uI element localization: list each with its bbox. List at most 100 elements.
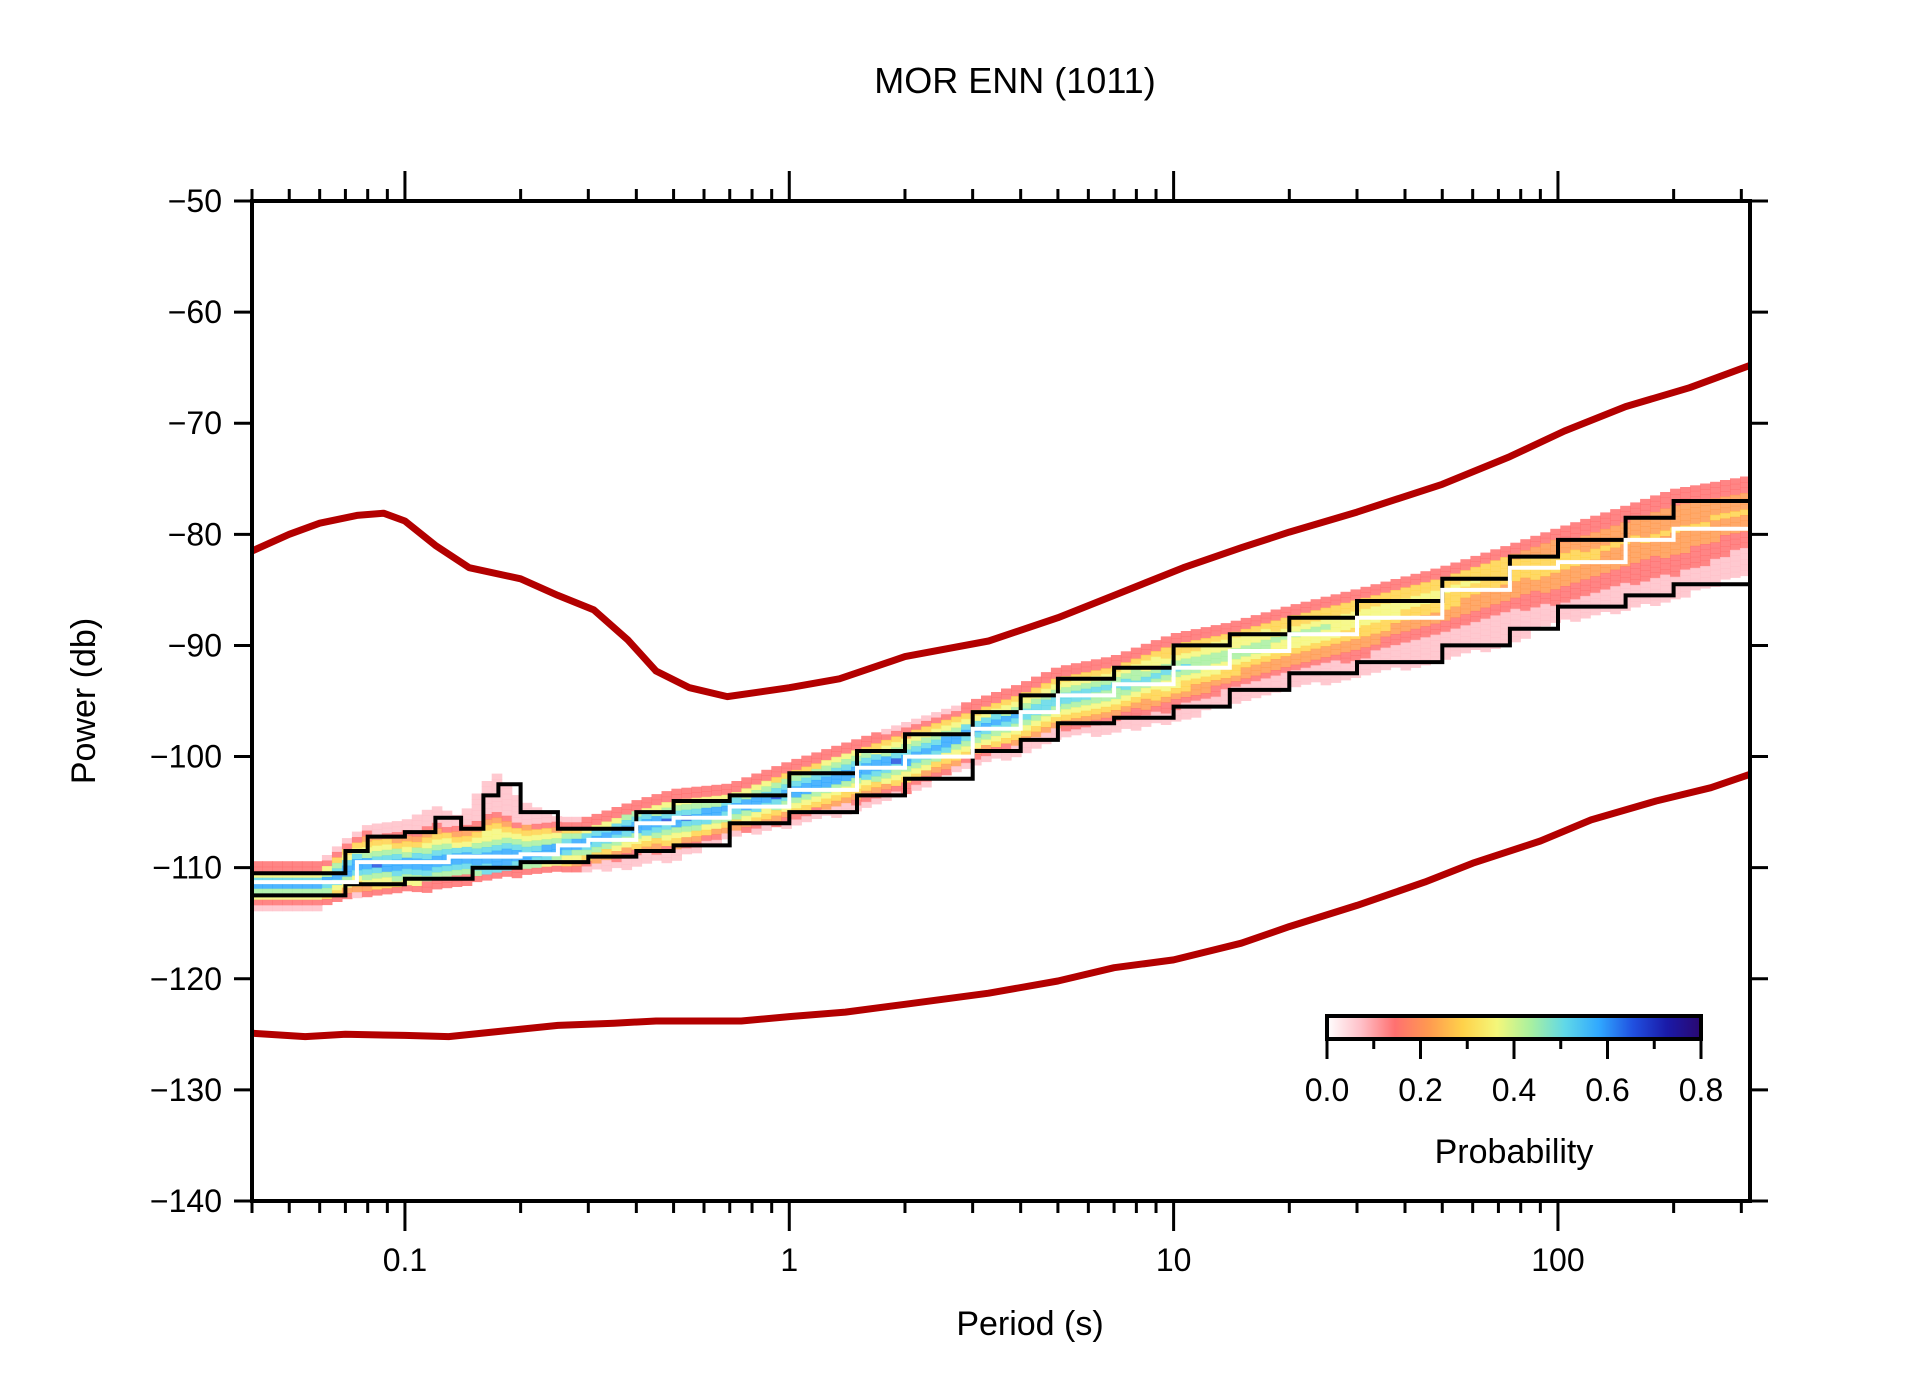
density-cell — [1300, 645, 1312, 652]
density-cell — [461, 841, 473, 848]
density-cell — [471, 815, 483, 822]
density-cell — [1040, 683, 1052, 690]
density-cell — [401, 824, 413, 831]
density-cell — [1190, 695, 1202, 702]
density-cell — [1720, 513, 1731, 520]
density-cell — [511, 855, 523, 862]
density-cell — [1720, 557, 1731, 564]
density-cell — [331, 862, 343, 869]
density-cell — [691, 847, 702, 854]
density-cell — [1001, 721, 1012, 728]
density-cell — [891, 758, 902, 765]
density-cell — [1390, 617, 1402, 624]
density-cell — [1410, 650, 1422, 657]
density-cell — [1640, 504, 1651, 511]
density-cell — [1160, 647, 1172, 654]
density-cell — [1340, 619, 1352, 626]
density-cell — [1090, 670, 1102, 677]
density-cell — [1650, 533, 1661, 540]
density-cell — [1580, 606, 1591, 613]
density-cell — [1330, 599, 1342, 606]
density-cell — [531, 867, 543, 874]
density-cell — [1680, 536, 1691, 543]
density-cell — [1230, 675, 1242, 682]
density-cell — [401, 885, 413, 892]
density-cell — [1140, 709, 1152, 716]
density-cell — [1390, 601, 1402, 608]
density-cell — [1500, 562, 1511, 569]
density-cell — [1450, 634, 1461, 641]
density-cell — [1640, 564, 1651, 571]
density-cell — [491, 867, 503, 874]
density-cell — [541, 817, 553, 824]
density-cell — [931, 717, 942, 724]
density-cell — [1690, 562, 1701, 569]
density-cell — [1390, 606, 1402, 613]
density-cell — [691, 819, 702, 826]
density-cell — [1400, 581, 1412, 588]
density-cell — [751, 801, 762, 808]
density-cell — [1550, 556, 1561, 563]
density-cell — [1450, 584, 1461, 591]
density-cell — [801, 805, 812, 812]
density-cell — [891, 730, 902, 737]
density-cell — [541, 822, 553, 829]
density-cell — [371, 845, 383, 852]
density-cell — [1400, 636, 1412, 643]
density-cell — [1100, 657, 1112, 664]
density-cell — [501, 859, 513, 866]
density-cell — [571, 866, 583, 873]
density-cell — [252, 866, 263, 873]
density-cell — [1080, 661, 1092, 668]
density-cell — [961, 702, 972, 709]
density-cell — [1250, 642, 1262, 649]
density-cell — [1520, 550, 1531, 557]
density-cell — [1150, 684, 1162, 691]
density-cell — [1210, 647, 1222, 654]
y-tick-label: −80 — [168, 516, 222, 552]
density-cell — [1500, 628, 1511, 635]
density-cell — [291, 888, 303, 895]
density-cell — [1660, 497, 1671, 504]
density-cell — [521, 824, 533, 831]
density-cell — [1360, 669, 1372, 676]
density-cell — [1690, 485, 1701, 492]
density-cell — [501, 870, 513, 877]
density-cell — [1250, 664, 1262, 671]
density-cell — [431, 833, 443, 840]
density-cell — [1450, 590, 1461, 597]
density-cell — [1530, 596, 1541, 603]
density-cell — [841, 792, 852, 799]
density-cell — [1060, 731, 1072, 738]
density-cell — [1390, 645, 1402, 652]
density-cell — [481, 786, 493, 793]
density-cell — [1150, 662, 1162, 669]
density-cell — [1560, 580, 1571, 587]
density-cell — [1390, 650, 1402, 657]
curve-layer — [252, 361, 1750, 1041]
density-cell — [581, 816, 593, 823]
density-cell — [1240, 656, 1252, 663]
density-cell — [371, 862, 383, 869]
density-cell — [381, 844, 393, 851]
density-cell — [311, 861, 323, 868]
density-cell — [1031, 698, 1042, 705]
density-cell — [1640, 526, 1651, 533]
density-cell — [1650, 495, 1661, 502]
density-cell — [321, 866, 333, 873]
density-cell — [1540, 532, 1551, 539]
density-cell — [1240, 683, 1252, 690]
density-cell — [1420, 576, 1431, 583]
density-cell — [1560, 525, 1571, 532]
density-cell — [1450, 628, 1461, 635]
density-cell — [1510, 597, 1521, 604]
density-cell — [1120, 700, 1132, 707]
density-cell — [981, 701, 992, 708]
density-cell — [711, 823, 722, 830]
density-cell — [1260, 639, 1272, 646]
density-cell — [1021, 747, 1032, 754]
density-cell — [1360, 652, 1372, 659]
density-cell — [821, 749, 832, 756]
density-cell — [591, 830, 603, 837]
density-cell — [611, 807, 623, 814]
